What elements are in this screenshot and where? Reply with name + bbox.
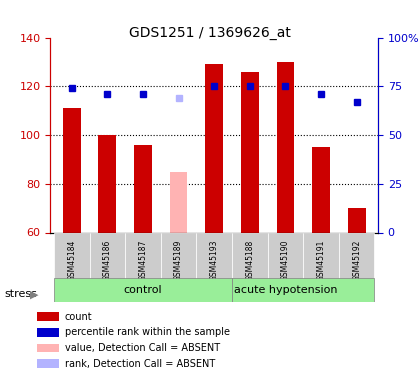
- FancyBboxPatch shape: [339, 232, 375, 279]
- Text: rank, Detection Call = ABSENT: rank, Detection Call = ABSENT: [65, 358, 215, 369]
- Text: GSM45192: GSM45192: [352, 240, 361, 281]
- FancyBboxPatch shape: [125, 232, 161, 279]
- Text: count: count: [65, 312, 92, 322]
- Bar: [276, 62, 294, 232]
- Bar: [37, 359, 59, 368]
- Text: ▶: ▶: [30, 290, 39, 299]
- Text: GSM45191: GSM45191: [317, 240, 326, 281]
- Bar: [348, 208, 365, 232]
- FancyBboxPatch shape: [303, 232, 339, 279]
- Text: GSM45193: GSM45193: [210, 240, 219, 281]
- Bar: [37, 312, 59, 321]
- Text: GSM45188: GSM45188: [245, 240, 254, 281]
- Bar: [98, 135, 116, 232]
- Text: acute hypotension: acute hypotension: [234, 285, 337, 295]
- Bar: [134, 145, 152, 232]
- FancyBboxPatch shape: [89, 232, 125, 279]
- Text: stress: stress: [4, 290, 37, 299]
- Bar: [312, 147, 330, 232]
- FancyBboxPatch shape: [197, 232, 232, 279]
- FancyBboxPatch shape: [54, 278, 232, 302]
- Text: value, Detection Call = ABSENT: value, Detection Call = ABSENT: [65, 343, 220, 353]
- Bar: [37, 328, 59, 336]
- Text: GSM45190: GSM45190: [281, 240, 290, 281]
- Bar: [37, 344, 59, 352]
- FancyBboxPatch shape: [232, 278, 375, 302]
- FancyBboxPatch shape: [232, 232, 268, 279]
- Text: percentile rank within the sample: percentile rank within the sample: [65, 327, 229, 337]
- Text: GSM45189: GSM45189: [174, 240, 183, 281]
- Bar: [241, 72, 259, 232]
- FancyBboxPatch shape: [54, 232, 89, 279]
- Bar: [63, 108, 81, 232]
- Text: control: control: [123, 285, 162, 295]
- FancyBboxPatch shape: [268, 232, 303, 279]
- Text: GSM45186: GSM45186: [103, 240, 112, 281]
- Bar: [170, 172, 187, 232]
- Text: GSM45184: GSM45184: [67, 240, 76, 281]
- FancyBboxPatch shape: [161, 232, 197, 279]
- Text: GSM45187: GSM45187: [139, 240, 147, 281]
- Text: GDS1251 / 1369626_at: GDS1251 / 1369626_at: [129, 26, 291, 40]
- Bar: [205, 64, 223, 232]
